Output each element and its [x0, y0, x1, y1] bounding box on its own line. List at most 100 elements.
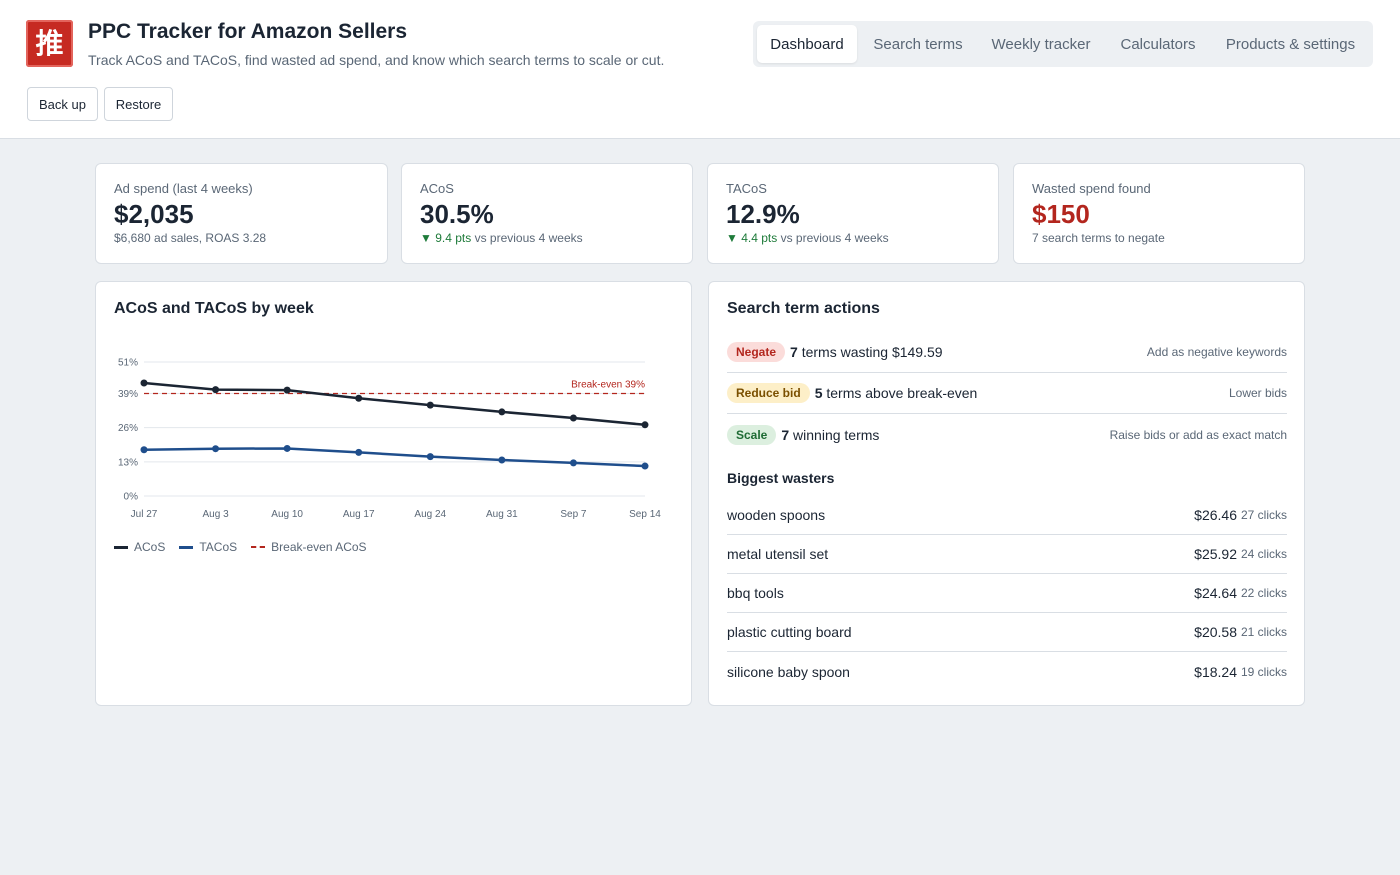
legend-label: Break-even ACoS [271, 540, 367, 554]
x-tick-label: Aug 31 [486, 509, 518, 520]
tab-calculators[interactable]: Calculators [1120, 35, 1196, 53]
action-hint: Raise bids or add as exact match [1109, 427, 1287, 442]
waster-clicks: 24 clicks [1240, 547, 1287, 561]
trend-note: vs previous 4 weeks [780, 231, 889, 245]
tab-search-terms[interactable]: Search terms [873, 35, 963, 53]
stat-note: ▼ 4.4 pts vs previous 4 weeks [726, 231, 889, 245]
y-tick-label: 51% [118, 358, 138, 369]
waster-term: bbq tools [727, 585, 784, 601]
stat-note: 7 search terms to negate [1032, 231, 1165, 245]
stat-value: 12.9% [726, 199, 800, 229]
stat-card-acos: ACoS 30.5% ▼ 9.4 pts vs previous 4 weeks [401, 163, 693, 264]
action-description: terms wasting $149.59 [797, 344, 943, 360]
action-description: winning terms [789, 426, 880, 443]
waster-term: plastic cutting board [727, 624, 852, 640]
tacos-line [143, 447, 646, 468]
chart-legend: ACoS TACoS Break-even ACoS [114, 540, 381, 554]
acos-line [143, 381, 646, 427]
acos-point [426, 401, 434, 409]
y-tick-label: 39% [118, 389, 138, 400]
legend-item-break-even: Break-even ACoS [251, 540, 367, 554]
y-tick-label: 13% [118, 457, 138, 468]
trend-down-indicator: ▼ 9.4 pts [420, 231, 472, 245]
negate-badge: Negate [727, 342, 786, 362]
waster-row[interactable]: metal utensil set $25.92 24 clicks [727, 535, 1287, 574]
waster-amount: $25.92 [1194, 546, 1237, 562]
search-term-actions-card: Search term actions Negate 7 terms wasti… [708, 281, 1305, 706]
waster-amount: $18.24 [1194, 663, 1237, 680]
action-description: terms above break-even [822, 385, 978, 401]
action-row-negate[interactable]: Negate 7 terms wasting $149.59 Add as ne… [727, 332, 1287, 373]
restore-button[interactable]: Restore [104, 87, 173, 121]
top-bar: 推 PPC Tracker for Amazon Sellers Track A… [0, 0, 1400, 139]
stat-label: Wasted spend found [1032, 181, 1151, 196]
stat-value: 30.5% [420, 199, 494, 229]
waster-amount: $26.46 [1194, 507, 1237, 523]
tacos-point [212, 445, 220, 453]
acos-point [355, 394, 363, 402]
x-tick-label: Sep 14 [629, 509, 661, 520]
x-tick-label: Aug 10 [271, 509, 303, 520]
waster-term: metal utensil set [727, 546, 829, 562]
action-row-reduce-bid[interactable]: Reduce bid 5 terms above break-even Lowe… [727, 373, 1287, 414]
acos-tacos-chart: 0% 13% 26% 39% 51% Jul 27 Aug 3 Aug 10 Aug 17 Aug… [118, 358, 661, 521]
tacos-point [569, 459, 577, 467]
stat-note: ▼ 9.4 pts vs previous 4 weeks [420, 231, 583, 245]
waster-amount: $24.64 [1194, 585, 1237, 601]
legend-swatch [114, 545, 128, 549]
legend-item-acos: ACoS [114, 540, 165, 554]
tab-dashboard[interactable]: Dashboard [757, 25, 857, 63]
action-count: 7 [781, 426, 790, 443]
app-logo: 推 [26, 20, 73, 67]
y-tick-label: 0% [124, 492, 139, 503]
waster-clicks: 27 clicks [1240, 508, 1287, 522]
x-tick-label: Sep 7 [560, 509, 587, 520]
waster-row[interactable]: bbq tools $24.64 22 clicks [727, 574, 1287, 613]
stat-note: $6,680 ad sales, ROAS 3.28 [114, 231, 267, 245]
action-text: 5 terms above break-even [815, 385, 978, 401]
waster-term: wooden spoons [727, 507, 826, 523]
tacos-point [140, 446, 148, 454]
x-tick-label: Jul 27 [131, 509, 158, 520]
stat-label: ACoS [420, 181, 454, 196]
action-text: 7 winning terms [781, 427, 879, 443]
tacos-point [283, 444, 291, 452]
x-tick-label: Aug 17 [343, 509, 375, 520]
waster-row[interactable]: plastic cutting board $20.58 21 clicks [727, 613, 1287, 652]
legend-item-tacos: TACoS [179, 540, 237, 554]
trend-note: vs previous 4 weeks [474, 231, 583, 245]
tacos-point [355, 448, 363, 456]
waster-term: silicone baby spoon [727, 663, 850, 680]
tab-weekly-tracker[interactable]: Weekly tracker [991, 35, 1091, 53]
trend-down-indicator: ▼ 4.4 pts [726, 231, 778, 245]
scale-badge: Scale [727, 424, 777, 445]
waster-amount: $20.58 [1194, 624, 1237, 640]
waster-clicks: 21 clicks [1240, 625, 1287, 639]
tacos-point [641, 462, 649, 470]
legend-swatch [251, 546, 266, 548]
stat-label: TACoS [726, 181, 767, 196]
waster-row[interactable]: silicone baby spoon $18.24 19 clicks [727, 652, 1287, 691]
main-tabs: Dashboard Search terms Weekly tracker Ca… [753, 21, 1373, 67]
biggest-wasters-title: Biggest wasters [727, 470, 835, 486]
acos-point [283, 386, 291, 394]
stat-card-tacos: TACoS 12.9% ▼ 4.4 pts vs previous 4 week… [707, 163, 999, 264]
break-even-label: Break-even 39% [571, 380, 645, 391]
action-row-scale[interactable]: Scale 7 winning terms Raise bids or add … [727, 414, 1287, 455]
tacos-point [426, 453, 434, 461]
reduce-bid-badge: Reduce bid [727, 383, 810, 403]
app-title: PPC Tracker for Amazon Sellers [88, 20, 408, 43]
tab-products-settings[interactable]: Products & settings [1225, 35, 1356, 53]
stat-card-ad-spend: Ad spend (last 4 weeks) $2,035 $6,680 ad… [95, 163, 388, 264]
tacos-point [498, 456, 506, 464]
waster-row[interactable]: wooden spoons $26.46 27 clicks [727, 496, 1287, 535]
acos-tacos-chart-card: ACoS and TACoS by week 0% 13% 26% 39% 51% Jul… [95, 281, 692, 706]
action-hint: Add as negative keywords [1146, 345, 1287, 359]
stat-value: $150 [1032, 199, 1090, 229]
legend-label: ACoS [134, 540, 166, 554]
back-up-button[interactable]: Back up [27, 87, 98, 121]
acos-point [498, 408, 506, 416]
action-text: 7 terms wasting $149.59 [790, 344, 943, 360]
legend-swatch [179, 545, 194, 549]
acos-point [212, 386, 220, 394]
